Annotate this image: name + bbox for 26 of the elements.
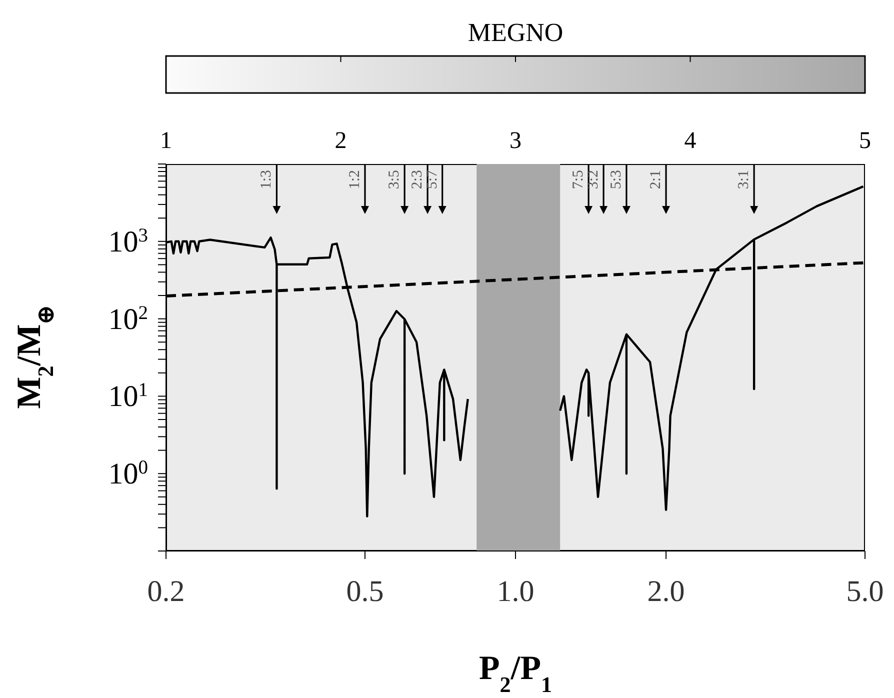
x-tick-label: 5.0 xyxy=(846,575,884,608)
annotation: 3:2 xyxy=(586,170,602,190)
color-bar-label: 4 xyxy=(684,128,696,154)
x-tick-label: 2.0 xyxy=(647,575,685,608)
annotation: 1:2 xyxy=(346,170,363,190)
x-tick-label: 0.2 xyxy=(147,575,185,608)
color-bar-label: 5 xyxy=(859,128,871,154)
y-tick-label: 10$^{0}$ xyxy=(108,457,148,491)
y-tick-label: 10$^{2}$ xyxy=(108,302,148,336)
y-tick-label: 10$^{3}$ xyxy=(108,224,148,258)
annotation: 7:5 xyxy=(570,170,587,190)
annotation: 5:3 xyxy=(608,170,624,190)
annotation: 3:5 xyxy=(386,170,403,190)
color-bar-label: 1 xyxy=(160,128,172,154)
annotation: 2:1 xyxy=(648,170,664,190)
x-axis-title: P$_{2}$/P$_{1}$ xyxy=(478,650,552,696)
x-tick-label: 1.0 xyxy=(496,575,534,608)
color-bar-title: MEGNO xyxy=(468,18,564,47)
color-bar-label: 2 xyxy=(334,128,347,154)
x-tick-label: 0.5 xyxy=(346,575,384,608)
annotation: 5:7 xyxy=(424,170,440,190)
annotation: 2:3 xyxy=(410,170,426,190)
annotation: 3:1 xyxy=(736,170,752,190)
annotation: 1:3 xyxy=(258,170,275,190)
y-tick-label: 10$^{1}$ xyxy=(108,380,148,414)
color-bar-label: 3 xyxy=(510,128,522,154)
